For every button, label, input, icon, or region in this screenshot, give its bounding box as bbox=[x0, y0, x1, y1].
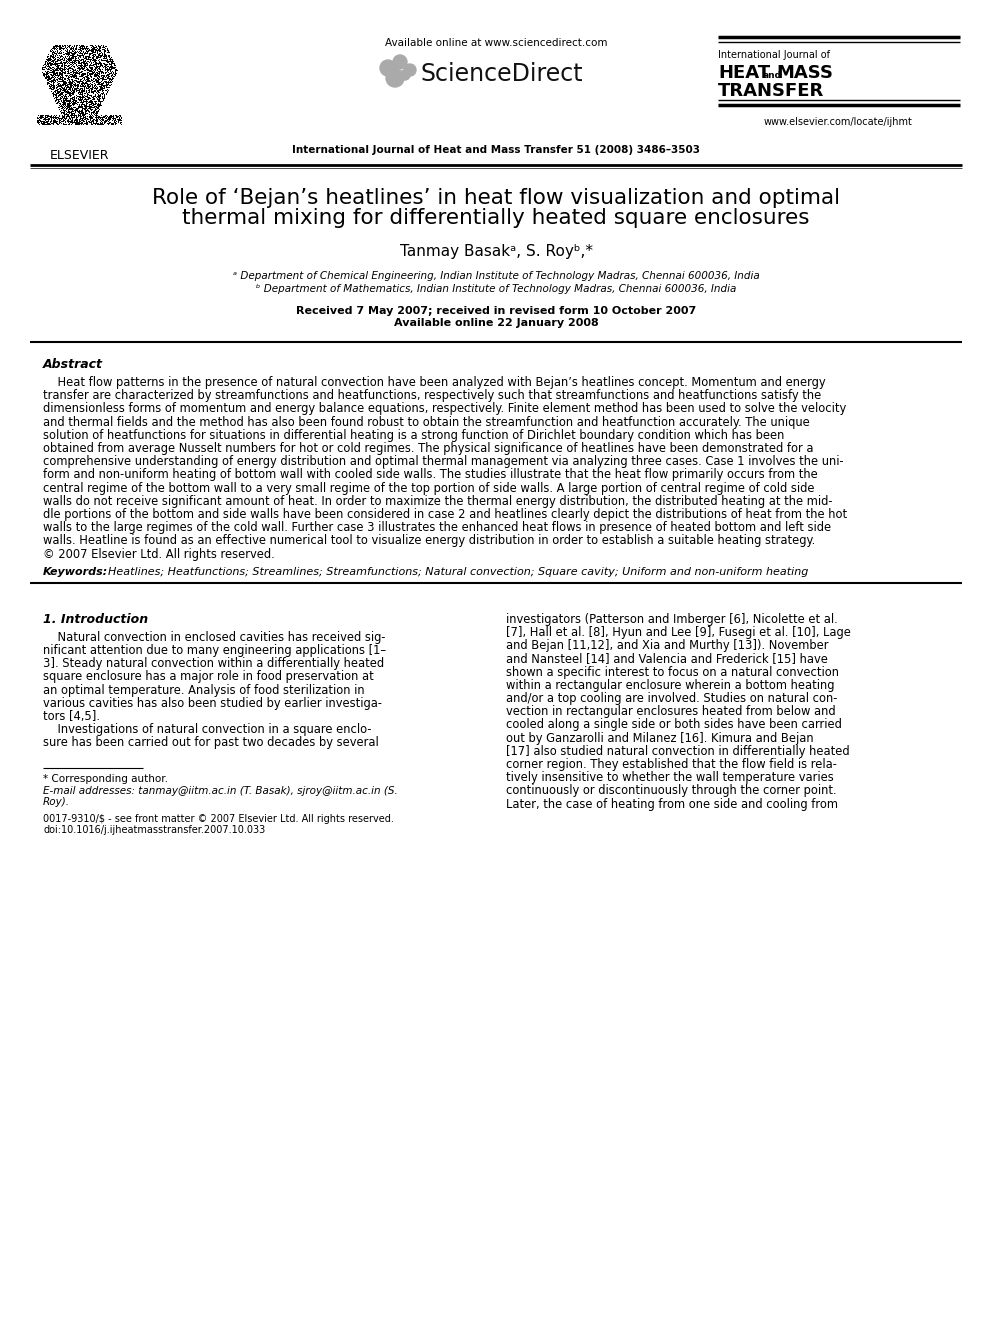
Circle shape bbox=[386, 69, 404, 87]
Text: nificant attention due to many engineering applications [1–: nificant attention due to many engineeri… bbox=[43, 644, 386, 658]
Text: central regime of the bottom wall to a very small regime of the top portion of s: central regime of the bottom wall to a v… bbox=[43, 482, 814, 495]
Text: comprehensive understanding of energy distribution and optimal thermal managemen: comprehensive understanding of energy di… bbox=[43, 455, 843, 468]
Text: doi:10.1016/j.ijheatmasstransfer.2007.10.033: doi:10.1016/j.ijheatmasstransfer.2007.10… bbox=[43, 824, 265, 835]
Text: corner region. They established that the flow field is rela-: corner region. They established that the… bbox=[506, 758, 837, 771]
Text: 1. Introduction: 1. Introduction bbox=[43, 613, 148, 626]
Text: an optimal temperature. Analysis of food sterilization in: an optimal temperature. Analysis of food… bbox=[43, 684, 365, 697]
Text: out by Ganzarolli and Milanez [16]. Kimura and Bejan: out by Ganzarolli and Milanez [16]. Kimu… bbox=[506, 732, 813, 745]
Text: and/or a top cooling are involved. Studies on natural con-: and/or a top cooling are involved. Studi… bbox=[506, 692, 837, 705]
Text: form and non-uniform heating of bottom wall with cooled side walls. The studies : form and non-uniform heating of bottom w… bbox=[43, 468, 817, 482]
Text: [17] also studied natural convection in differentially heated: [17] also studied natural convection in … bbox=[506, 745, 849, 758]
Text: investigators (Patterson and Imberger [6], Nicolette et al.: investigators (Patterson and Imberger [6… bbox=[506, 613, 838, 626]
Text: and: and bbox=[763, 71, 782, 79]
Text: tively insensitive to whether the wall temperature varies: tively insensitive to whether the wall t… bbox=[506, 771, 833, 785]
Text: within a rectangular enclosure wherein a bottom heating: within a rectangular enclosure wherein a… bbox=[506, 679, 834, 692]
Text: cooled along a single side or both sides have been carried: cooled along a single side or both sides… bbox=[506, 718, 842, 732]
Text: tors [4,5].: tors [4,5]. bbox=[43, 710, 100, 722]
Text: * Corresponding author.: * Corresponding author. bbox=[43, 774, 168, 783]
Text: transfer are characterized by streamfunctions and heatfunctions, respectively su: transfer are characterized by streamfunc… bbox=[43, 389, 821, 402]
Text: Role of ‘Bejan’s heatlines’ in heat flow visualization and optimal: Role of ‘Bejan’s heatlines’ in heat flow… bbox=[152, 188, 840, 208]
Text: www.elsevier.com/locate/ijhmt: www.elsevier.com/locate/ijhmt bbox=[764, 116, 913, 127]
Text: Natural convection in enclosed cavities has received sig-: Natural convection in enclosed cavities … bbox=[43, 631, 386, 644]
Text: solution of heatfunctions for situations in differential heating is a strong fun: solution of heatfunctions for situations… bbox=[43, 429, 785, 442]
Text: MASS: MASS bbox=[776, 64, 833, 82]
Text: dle portions of the bottom and side walls have been considered in case 2 and hea: dle portions of the bottom and side wall… bbox=[43, 508, 847, 521]
Text: HEAT: HEAT bbox=[718, 64, 770, 82]
Text: square enclosure has a major role in food preservation at: square enclosure has a major role in foo… bbox=[43, 671, 374, 684]
Text: Keywords:: Keywords: bbox=[43, 566, 108, 577]
Text: Available online 22 January 2008: Available online 22 January 2008 bbox=[394, 318, 598, 328]
Text: and Bejan [11,12], and Xia and Murthy [13]). November: and Bejan [11,12], and Xia and Murthy [1… bbox=[506, 639, 828, 652]
Text: and Nansteel [14] and Valencia and Frederick [15] have: and Nansteel [14] and Valencia and Frede… bbox=[506, 652, 828, 665]
Text: TRANSFER: TRANSFER bbox=[718, 82, 824, 101]
Text: Roy).: Roy). bbox=[43, 796, 70, 807]
Text: [7], Hall et al. [8], Hyun and Lee [9], Fusegi et al. [10], Lage: [7], Hall et al. [8], Hyun and Lee [9], … bbox=[506, 626, 851, 639]
Text: and thermal fields and the method has also been found robust to obtain the strea: and thermal fields and the method has al… bbox=[43, 415, 809, 429]
Text: International Journal of Heat and Mass Transfer 51 (2008) 3486–3503: International Journal of Heat and Mass T… bbox=[292, 146, 700, 155]
Text: Abstract: Abstract bbox=[43, 359, 103, 370]
Circle shape bbox=[393, 56, 407, 69]
Text: 0017-9310/$ - see front matter © 2007 Elsevier Ltd. All rights reserved.: 0017-9310/$ - see front matter © 2007 El… bbox=[43, 814, 394, 824]
Text: Heat flow patterns in the presence of natural convection have been analyzed with: Heat flow patterns in the presence of na… bbox=[43, 376, 825, 389]
Text: ELSEVIER: ELSEVIER bbox=[50, 149, 109, 161]
Text: Heatlines; Heatfunctions; Streamlines; Streamfunctions; Natural convection; Squa: Heatlines; Heatfunctions; Streamlines; S… bbox=[101, 566, 808, 577]
Text: walls do not receive significant amount of heat. In order to maximize the therma: walls do not receive significant amount … bbox=[43, 495, 832, 508]
Text: shown a specific interest to focus on a natural convection: shown a specific interest to focus on a … bbox=[506, 665, 839, 679]
Text: ᵃ Department of Chemical Engineering, Indian Institute of Technology Madras, Che: ᵃ Department of Chemical Engineering, In… bbox=[233, 271, 759, 280]
Text: E-mail addresses: tanmay@iitm.ac.in (T. Basak), sjroy@iitm.ac.in (S.: E-mail addresses: tanmay@iitm.ac.in (T. … bbox=[43, 786, 398, 795]
Text: 3]. Steady natural convection within a differentially heated: 3]. Steady natural convection within a d… bbox=[43, 658, 384, 671]
Text: vection in rectangular enclosures heated from below and: vection in rectangular enclosures heated… bbox=[506, 705, 835, 718]
Circle shape bbox=[380, 60, 396, 75]
Text: continuously or discontinuously through the corner point.: continuously or discontinuously through … bbox=[506, 785, 836, 798]
Text: Investigations of natural convection in a square enclo-: Investigations of natural convection in … bbox=[43, 724, 371, 736]
Text: Received 7 May 2007; received in revised form 10 October 2007: Received 7 May 2007; received in revised… bbox=[296, 306, 696, 316]
Text: International Journal of: International Journal of bbox=[718, 50, 830, 60]
Text: thermal mixing for differentially heated square enclosures: thermal mixing for differentially heated… bbox=[183, 208, 809, 228]
Text: ScienceDirect: ScienceDirect bbox=[420, 62, 582, 86]
Text: walls to the large regimes of the cold wall. Further case 3 illustrates the enha: walls to the large regimes of the cold w… bbox=[43, 521, 831, 534]
Text: walls. Heatline is found as an effective numerical tool to visualize energy dist: walls. Heatline is found as an effective… bbox=[43, 534, 815, 548]
Text: Available online at www.sciencedirect.com: Available online at www.sciencedirect.co… bbox=[385, 38, 607, 48]
Text: Tanmay Basakᵃ, S. Royᵇ,*: Tanmay Basakᵃ, S. Royᵇ,* bbox=[400, 243, 592, 259]
Text: obtained from average Nusselt numbers for hot or cold regimes. The physical sign: obtained from average Nusselt numbers fo… bbox=[43, 442, 813, 455]
Text: various cavities has also been studied by earlier investiga-: various cavities has also been studied b… bbox=[43, 697, 382, 710]
Circle shape bbox=[400, 70, 410, 79]
Text: © 2007 Elsevier Ltd. All rights reserved.: © 2007 Elsevier Ltd. All rights reserved… bbox=[43, 548, 275, 561]
Text: Later, the case of heating from one side and cooling from: Later, the case of heating from one side… bbox=[506, 798, 838, 811]
Text: sure has been carried out for past two decades by several: sure has been carried out for past two d… bbox=[43, 737, 379, 749]
Text: dimensionless forms of momentum and energy balance equations, respectively. Fini: dimensionless forms of momentum and ener… bbox=[43, 402, 846, 415]
Circle shape bbox=[404, 64, 416, 75]
Text: ᵇ Department of Mathematics, Indian Institute of Technology Madras, Chennai 6000: ᵇ Department of Mathematics, Indian Inst… bbox=[256, 284, 736, 294]
